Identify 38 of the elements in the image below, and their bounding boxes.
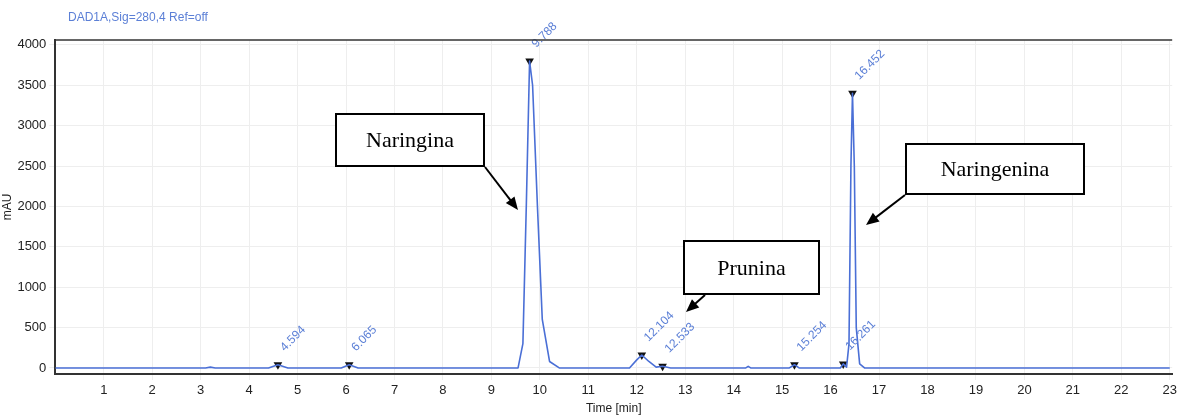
y-tick-label: 500 <box>24 319 47 335</box>
y-tick-label: 1000 <box>17 278 47 294</box>
x-tick-label: 12 <box>629 382 644 398</box>
x-tick-label: 10 <box>532 382 548 398</box>
x-tick-label: 11 <box>581 382 596 398</box>
y-tick-label: 4000 <box>17 36 47 52</box>
x-tick-label: 21 <box>1065 382 1081 398</box>
x-tick-label: 1 <box>100 382 108 398</box>
callout-box: Naringina <box>335 113 485 167</box>
x-tick-label: 9 <box>487 382 496 398</box>
x-tick-label: 19 <box>968 382 984 398</box>
x-tick-label: 13 <box>677 382 693 398</box>
callout-box: Prunina <box>683 240 820 295</box>
y-tick-label: 3500 <box>17 76 47 92</box>
callout-box: Naringenina <box>905 143 1085 195</box>
y-tick-label: 2000 <box>17 197 47 213</box>
x-tick-label: 17 <box>871 382 887 398</box>
x-tick-label: 22 <box>1114 382 1129 398</box>
x-tick-label: 20 <box>1017 382 1032 398</box>
x-tick-label: 14 <box>726 382 741 398</box>
x-axis-title: Time [min] <box>585 401 642 416</box>
x-tick-label: 8 <box>439 382 447 398</box>
y-tick-label: 0 <box>39 359 47 375</box>
chart-title: DAD1A,Sig=280,4 Ref=off <box>68 10 208 24</box>
x-tick-label: 15 <box>774 382 790 398</box>
x-tick-label: 3 <box>197 382 205 398</box>
x-tick-label: 16 <box>823 382 838 398</box>
y-axis-title: mAU <box>0 193 14 221</box>
y-tick-label: 2500 <box>17 157 47 173</box>
x-tick-label: 23 <box>1162 382 1177 398</box>
y-tick-label: 3000 <box>17 117 47 133</box>
x-tick-label: 5 <box>293 382 302 398</box>
x-tick-label: 4 <box>245 382 253 398</box>
x-tick-label: 18 <box>920 382 935 398</box>
x-tick-label: 7 <box>390 382 399 398</box>
y-tick-label: 1500 <box>17 238 47 254</box>
x-tick-label: 2 <box>148 382 156 398</box>
x-tick-label: 6 <box>342 382 350 398</box>
